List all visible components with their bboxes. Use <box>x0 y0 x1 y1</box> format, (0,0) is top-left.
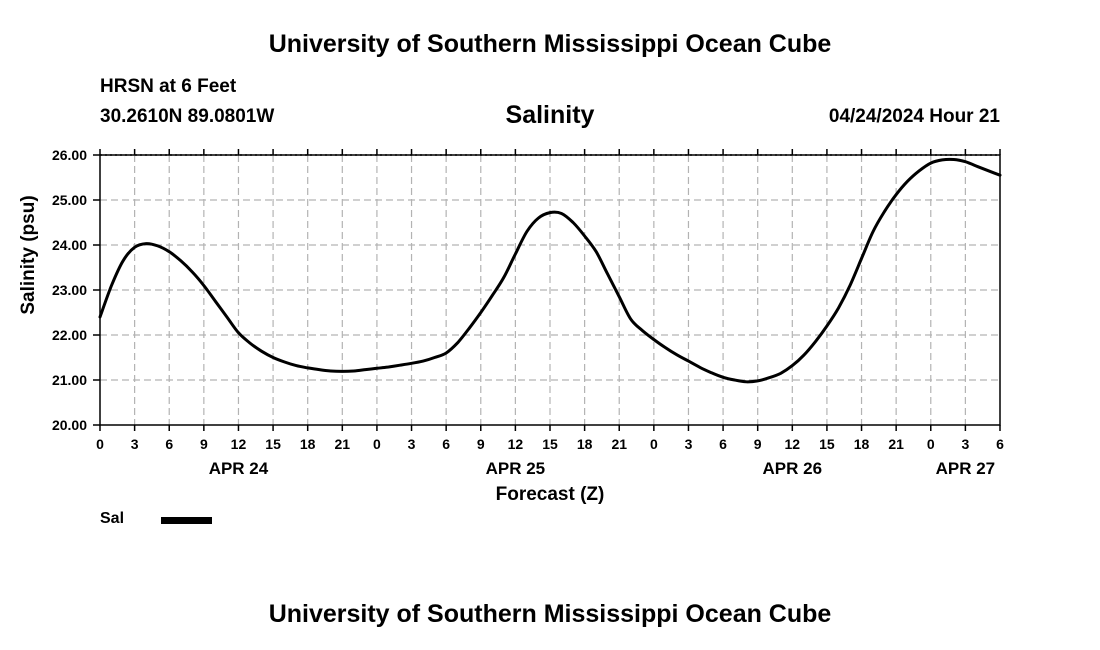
x-tick-label: 6 <box>719 436 727 452</box>
x-tick-label: 9 <box>477 436 485 452</box>
x-tick-label: 0 <box>927 436 935 452</box>
x-tick-label: 15 <box>819 436 835 452</box>
x-tick-label: 0 <box>373 436 381 452</box>
x-tick-label: 18 <box>577 436 593 452</box>
x-tick-label: 21 <box>888 436 904 452</box>
x-tick-label: 15 <box>265 436 281 452</box>
x-tick-label: 12 <box>785 436 801 452</box>
grid-lines <box>100 155 1000 425</box>
x-tick-label: 0 <box>650 436 658 452</box>
x-tick-label: 3 <box>961 436 969 452</box>
y-tick-label: 23.00 <box>52 282 87 298</box>
series-line-sal <box>98 157 1002 384</box>
x-tick-label: 9 <box>200 436 208 452</box>
x-tick-label: 6 <box>442 436 450 452</box>
y-tick-label: 24.00 <box>52 237 87 253</box>
x-axis-ticks: 0 3 6 9 12 15 18 21 0 3 6 9 12 15 18 21 0 3 6 9 12 15 18 21 0 3 6 <box>96 149 1004 452</box>
coordinates-label: 30.2610N 89.0801W <box>100 106 275 127</box>
forecast-date: 04/24/2024 Hour 21 <box>828 106 1000 127</box>
x-tick-label: 12 <box>508 436 524 452</box>
x-tick-label: 18 <box>300 436 316 452</box>
station-label: HRSN at 6 Feet <box>100 76 237 97</box>
y-axis-ticks: 20.00 21.00 22.00 23.00 24.00 25.00 26.00 <box>52 147 100 433</box>
x-tick-label: 21 <box>335 436 351 452</box>
legend-label: Sal <box>100 510 125 527</box>
x-tick-label: 12 <box>231 436 247 452</box>
x-tick-label: 3 <box>408 436 416 452</box>
day-label: APR 26 <box>763 459 823 478</box>
x-tick-label: 6 <box>165 436 173 452</box>
x-axis-label: Forecast (Z) <box>496 484 605 505</box>
x-tick-label: 6 <box>996 436 1004 452</box>
x-tick-label: 18 <box>854 436 870 452</box>
y-tick-label: 20.00 <box>52 417 87 433</box>
day-label: APR 25 <box>486 459 546 478</box>
x-tick-label: 21 <box>611 436 627 452</box>
footer-title: University of Southern Mississippi Ocean… <box>268 600 832 628</box>
y-tick-label: 22.00 <box>52 327 87 343</box>
day-label: APR 27 <box>936 459 996 478</box>
x-tick-label: 3 <box>685 436 693 452</box>
y-tick-label: 25.00 <box>52 192 87 208</box>
page-title: University of Southern Mississippi Ocean… <box>268 30 832 58</box>
x-tick-label: 3 <box>131 436 139 452</box>
x-tick-label: 0 <box>96 436 104 452</box>
legend-swatch <box>161 517 212 524</box>
day-labels: APR 24 APR 25 APR 26 APR 27 <box>209 459 995 478</box>
y-axis-label: Salinity (psu) <box>18 195 39 314</box>
y-tick-label: 26.00 <box>52 147 87 163</box>
day-label: APR 24 <box>209 459 269 478</box>
y-tick-label: 21.00 <box>52 372 87 388</box>
x-tick-label: 9 <box>754 436 762 452</box>
x-tick-label: 15 <box>542 436 558 452</box>
chart-title: Salinity <box>505 101 595 129</box>
